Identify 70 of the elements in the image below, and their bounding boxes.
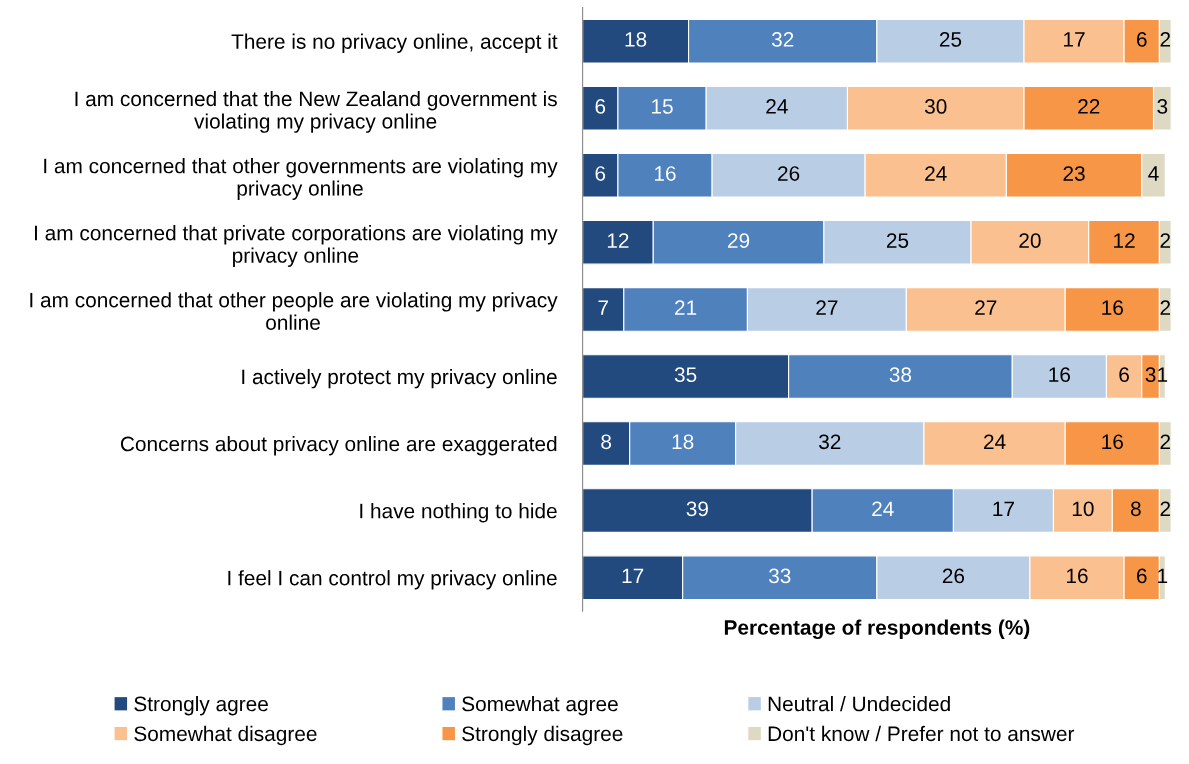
data-label: 12 <box>1114 233 1135 248</box>
data-label: 15 <box>652 99 673 114</box>
data-label: 26 <box>778 166 800 181</box>
legend-label: Strongly agree <box>134 695 268 716</box>
y-tick-label: I am concerned that the New Zealand government is violating my privacy online <box>75 90 557 133</box>
data-label: 3 <box>1145 367 1156 383</box>
data-label: 17 <box>1064 32 1085 47</box>
data-label: 6 <box>595 99 606 114</box>
data-label: 6 <box>1119 367 1129 383</box>
legend-label: Neutral / Undecided <box>768 695 950 712</box>
y-tick-label: I am concerned that other governments are violating my privacy online <box>44 158 558 200</box>
data-label: 2 <box>1160 501 1171 516</box>
data-label: 2 <box>1160 32 1171 47</box>
data-label: 33 <box>768 568 791 584</box>
data-label: 2 <box>1160 434 1171 449</box>
data-label: 16 <box>655 166 676 181</box>
data-label: 6 <box>1137 568 1147 584</box>
data-label: 16 <box>1102 300 1123 316</box>
data-label: 17 <box>622 568 644 584</box>
y-tick-label: I have nothing to hide <box>360 503 557 523</box>
y-tick-label: There is no privacy online, accept it <box>231 33 558 54</box>
data-label: 20 <box>1019 233 1041 248</box>
data-label: 2 <box>1160 233 1171 248</box>
data-label: 17 <box>993 501 1014 516</box>
data-label: 32 <box>819 434 841 450</box>
data-label: 24 <box>872 501 894 516</box>
y-tick-label: I am concerned that private corporations are violating my privacy online <box>35 225 558 267</box>
data-label: 30 <box>924 99 947 114</box>
data-label: 27 <box>816 300 838 315</box>
y-tick-label: Concerns about privacy online are exaggerated <box>120 436 557 456</box>
x-axis-title: Percentage of respondents (%) <box>724 619 1030 640</box>
data-label: 16 <box>1049 367 1071 383</box>
legend-label: Somewhat disagree <box>134 725 317 746</box>
data-label: 25 <box>939 32 962 47</box>
data-label: 38 <box>889 367 912 383</box>
data-label: 16 <box>1102 434 1123 450</box>
data-label: 10 <box>1072 501 1094 517</box>
data-label: 12 <box>607 233 629 248</box>
legend-label: Somewhat agree <box>462 695 618 716</box>
data-label: 32 <box>771 32 794 47</box>
data-label: 24 <box>925 166 947 181</box>
data-label: 1 <box>1158 568 1168 584</box>
legend-label: Don't know / Prefer not to answer <box>768 725 1075 742</box>
data-label: 24 <box>984 434 1006 449</box>
y-tick-label: I am concerned that other people are violating my privacy online <box>30 292 558 330</box>
data-label: 7 <box>598 300 608 315</box>
data-label: 25 <box>886 233 909 248</box>
data-label: 26 <box>942 568 965 584</box>
data-label: 3 <box>1157 99 1168 114</box>
data-label: 6 <box>1137 32 1147 47</box>
data-label: 29 <box>728 233 750 248</box>
y-tick-label: I actively protect my privacy online <box>242 368 557 389</box>
data-label: 8 <box>1130 501 1141 517</box>
data-label: 8 <box>601 434 612 450</box>
data-label: 4 <box>1148 166 1159 181</box>
data-label: 2 <box>1160 300 1171 315</box>
data-label: 39 <box>686 501 708 517</box>
data-label: 18 <box>672 434 694 450</box>
data-label: 18 <box>625 32 647 47</box>
legend-label: Strongly disagree <box>462 725 623 746</box>
data-label: 27 <box>975 300 997 315</box>
y-tick-label: I feel I can control my privacy online <box>228 570 557 590</box>
data-label: 21 <box>675 300 697 315</box>
data-label: 35 <box>674 367 697 383</box>
data-label: 16 <box>1067 568 1088 584</box>
data-label: 6 <box>595 166 606 181</box>
data-label: 24 <box>766 99 788 114</box>
data-label: 23 <box>1063 166 1085 181</box>
data-label: 22 <box>1078 99 1100 114</box>
data-label: 1 <box>1158 367 1168 382</box>
